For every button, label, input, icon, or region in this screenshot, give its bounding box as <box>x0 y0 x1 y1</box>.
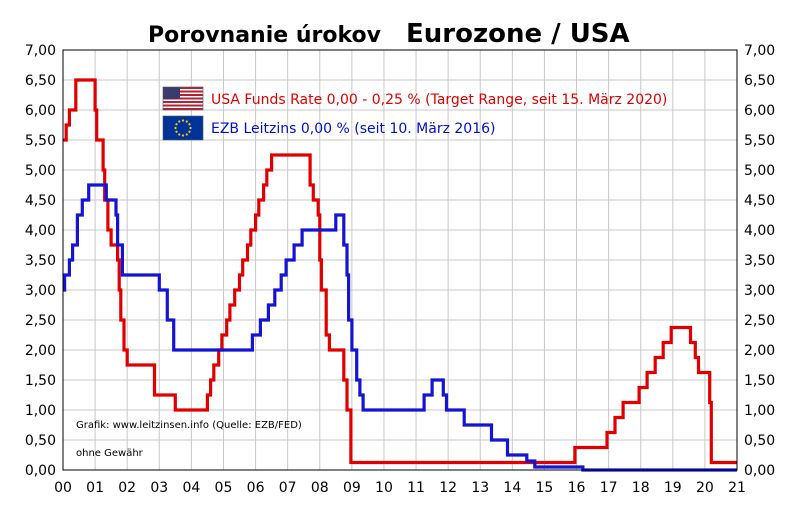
x-tick-label: 13 <box>471 480 489 496</box>
axis-ticks: 0,00 0,00 0,50 0,50 1,00 1,00 1,50 1,50 2,00 2,00… <box>25 43 775 496</box>
x-tick-label: 00 <box>54 480 72 496</box>
eu-flag-icon <box>162 115 204 141</box>
y-tick-label-left: 2,00 <box>25 343 56 359</box>
eu-star <box>175 130 178 133</box>
x-tick-label: 17 <box>600 480 618 496</box>
eu-star <box>185 133 188 136</box>
x-tick-label: 15 <box>536 480 554 496</box>
y-tick-label-right: 3,00 <box>744 283 775 299</box>
grid-lines <box>62 49 738 471</box>
x-tick-label: 02 <box>118 480 136 496</box>
eu-star <box>175 123 178 126</box>
y-tick-label-left: 5,00 <box>25 163 56 179</box>
eu-star <box>178 133 181 136</box>
eu-star <box>178 120 181 123</box>
y-tick-label-left: 2,50 <box>25 313 56 329</box>
y-tick-label-left: 3,00 <box>25 283 56 299</box>
y-tick-label-right: 6,00 <box>744 103 775 119</box>
y-tick-label-left: 6,50 <box>25 73 56 89</box>
x-tick-label: 01 <box>86 480 104 496</box>
eu-star <box>181 119 185 122</box>
x-tick-label: 03 <box>150 480 168 496</box>
x-tick-label: 04 <box>182 480 200 496</box>
y-tick-label-left: 4,50 <box>25 193 56 209</box>
x-tick-label: 11 <box>407 480 425 496</box>
plot-frame <box>62 49 738 471</box>
x-tick-label: 07 <box>279 480 297 496</box>
series-lines <box>62 78 737 472</box>
disclaimer-annotation: ohne Gewähr <box>76 448 144 459</box>
eu-star <box>174 126 177 130</box>
x-tick-label: 08 <box>311 480 329 496</box>
y-tick-label-left: 1,50 <box>25 373 56 389</box>
series-line-usa <box>63 78 737 465</box>
legend-label-ezb: EZB Leitzins 0,00 % (seit 10. März 2016) <box>211 121 495 137</box>
x-tick-label: 21 <box>728 480 746 496</box>
x-tick-label: 10 <box>375 480 393 496</box>
x-tick-label: 06 <box>247 480 265 496</box>
y-tick-label-right: 4,50 <box>744 193 775 209</box>
eu-star <box>188 130 191 133</box>
y-tick-label-left: 5,50 <box>25 133 56 149</box>
y-tick-label-right: 1,00 <box>744 403 775 419</box>
y-tick-label-right: 2,00 <box>744 343 775 359</box>
x-tick-label: 12 <box>439 480 457 496</box>
legend-label-usa: USA Funds Rate 0,00 - 0,25 % (Target Ran… <box>211 92 667 108</box>
chart-title-part1: Porovnanie úrokov <box>148 23 382 48</box>
y-tick-label-right: 2,50 <box>744 313 775 329</box>
x-tick-label: 09 <box>343 480 361 496</box>
x-tick-label: 18 <box>632 480 650 496</box>
y-tick-label-right: 0,50 <box>744 433 775 449</box>
x-tick-label: 19 <box>664 480 682 496</box>
y-tick-label-right: 4,00 <box>744 223 775 239</box>
y-tick-label-right: 0,00 <box>744 463 775 479</box>
y-tick-label-left: 3,50 <box>25 253 56 269</box>
y-tick-label-left: 7,00 <box>25 43 56 59</box>
y-tick-label-left: 6,00 <box>25 103 56 119</box>
y-tick-label-left: 0,00 <box>25 463 56 479</box>
x-tick-label: 05 <box>215 480 233 496</box>
y-tick-label-right: 3,50 <box>744 253 775 269</box>
y-tick-label-right: 7,00 <box>744 43 775 59</box>
chart-title-part2: Eurozone / USA <box>406 19 630 49</box>
series-line-ezb <box>62 183 737 472</box>
legend: USA Funds Rate 0,00 - 0,25 % (Target Ran… <box>162 86 667 141</box>
x-tick-label: 14 <box>503 480 521 496</box>
x-tick-label: 16 <box>568 480 586 496</box>
y-tick-label-right: 5,50 <box>744 133 775 149</box>
eu-star <box>188 123 191 126</box>
eu-star <box>181 134 185 137</box>
source-annotation: Grafik: www.leitzinsen.info (Quelle: EZB… <box>76 420 302 431</box>
y-tick-label-left: 4,00 <box>25 223 56 239</box>
eu-star <box>185 120 188 123</box>
y-tick-label-right: 5,00 <box>744 163 775 179</box>
eu-star <box>189 126 192 130</box>
y-tick-label-right: 1,50 <box>744 373 775 389</box>
y-tick-label-left: 1,00 <box>25 403 56 419</box>
y-tick-label-right: 6,50 <box>744 73 775 89</box>
x-tick-label: 20 <box>696 480 714 496</box>
us-flag-icon <box>162 86 204 111</box>
y-tick-label-left: 0,50 <box>25 433 56 449</box>
